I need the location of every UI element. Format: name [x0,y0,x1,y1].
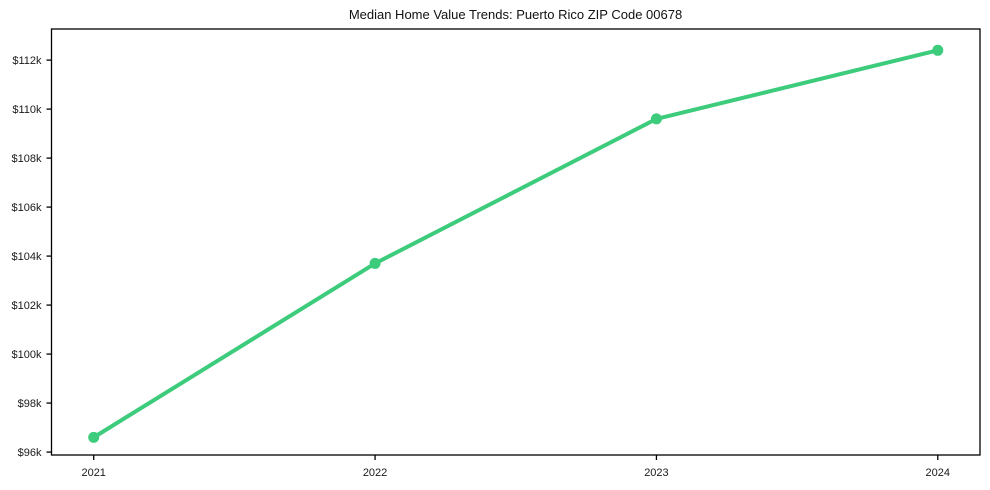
x-tick-label: 2024 [926,467,950,479]
x-tick-label: 2021 [81,467,105,479]
y-tick-label: $98k [18,398,42,410]
data-point-marker [369,257,381,269]
y-tick-label: $96k [18,447,42,459]
y-tick-label: $110k [12,104,42,116]
chart-title: Median Home Value Trends: Puerto Rico ZI… [348,7,683,22]
y-tick-label: $108k [12,153,42,165]
y-tick-label: $112k [12,55,42,67]
y-tick-label: $106k [12,202,42,214]
x-tick-label: 2023 [644,467,668,479]
data-point-marker [88,431,100,443]
trend-line [91,48,940,440]
y-tick-label: $100k [12,349,42,361]
x-tick-label: 2022 [363,467,387,479]
plot-border [50,28,981,456]
data-point-marker [932,44,944,56]
y-tick-label: $104k [12,251,42,263]
y-tick-label: $102k [12,300,42,312]
data-point-marker [650,113,662,125]
